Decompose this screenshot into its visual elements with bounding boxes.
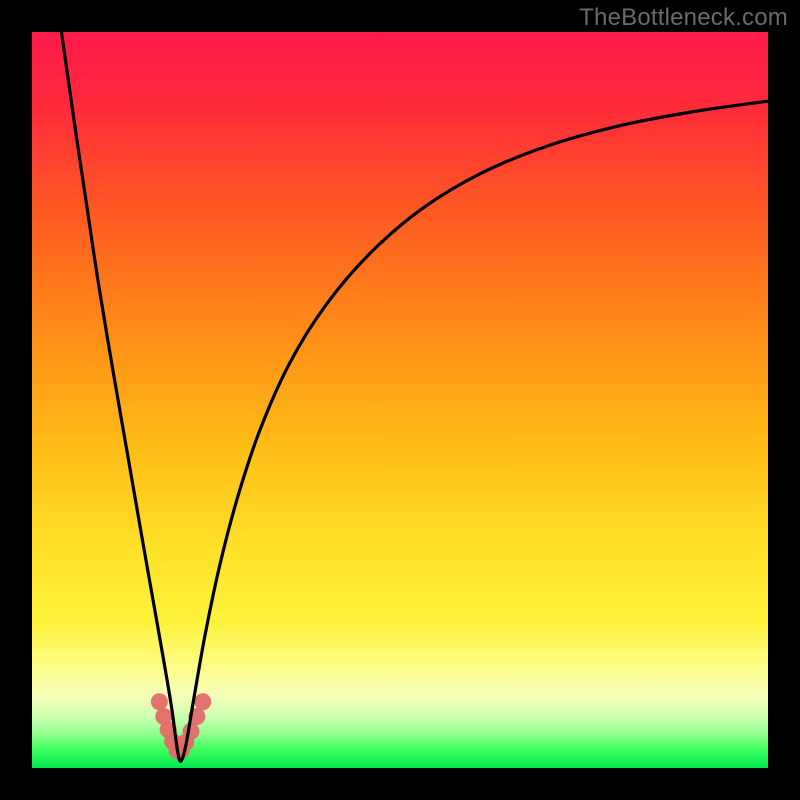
marker-dot [151,693,168,710]
curve-layer [32,32,768,768]
watermark: TheBottleneck.com [579,4,788,32]
marker-dot [194,693,211,710]
bottleneck-curve [61,32,768,761]
plot-area [32,32,768,768]
marker-group [151,693,211,759]
chart-stage: TheBottleneck.com [0,0,800,800]
